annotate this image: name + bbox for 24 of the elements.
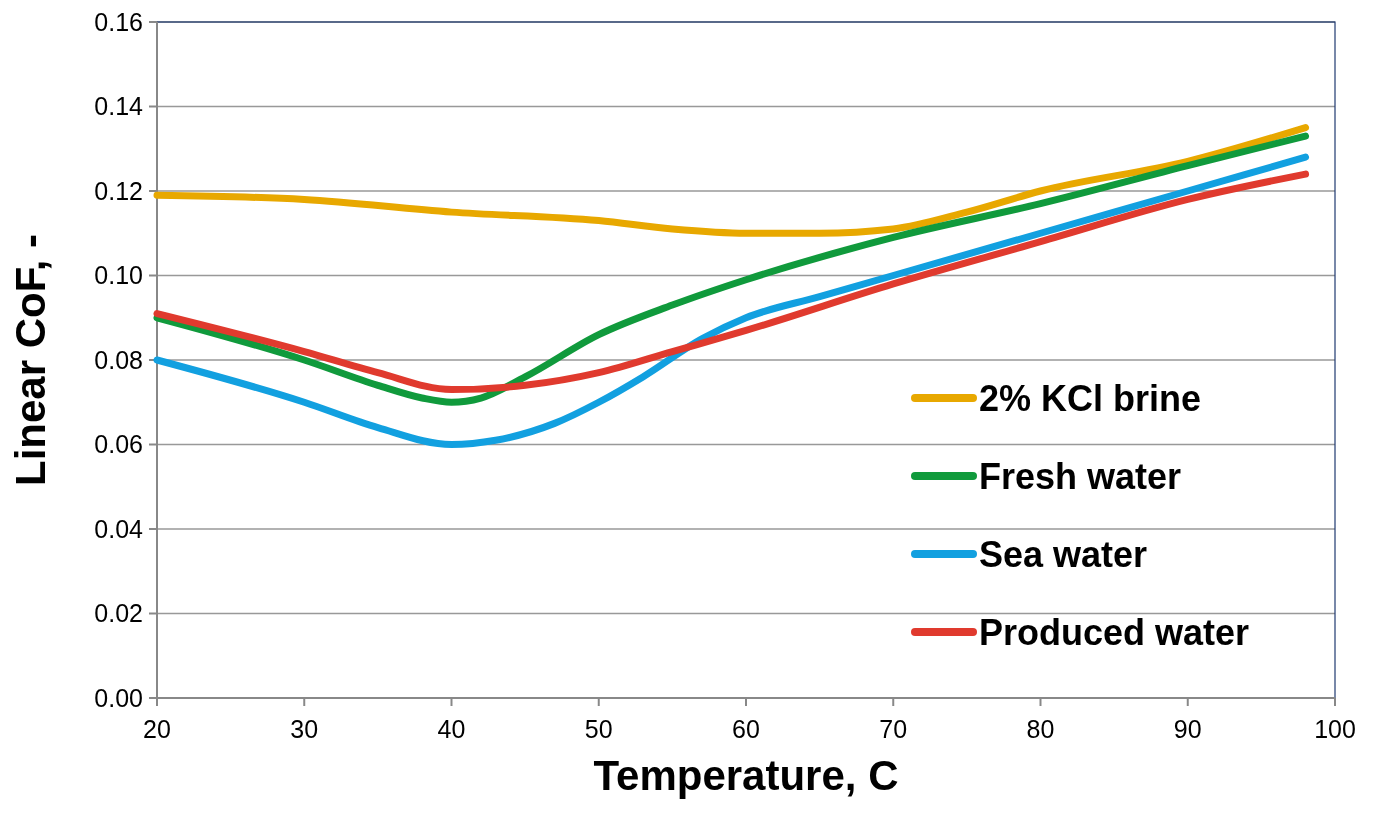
x-tick-label: 90 (1173, 715, 1202, 743)
x-tick-label: 60 (732, 715, 760, 743)
x-tick-label: 100 (1314, 715, 1356, 743)
y-tick-label: 0.02 (94, 599, 143, 628)
y-tick-label: 0.08 (94, 345, 143, 374)
legend-label: 2% KCl brine (979, 377, 1202, 419)
x-tick-label: 50 (584, 715, 613, 743)
y-tick-label: 0.06 (94, 430, 143, 459)
legend-label: Sea water (979, 533, 1148, 575)
y-tick-label: 0.10 (94, 261, 143, 290)
y-tick-label: 0.04 (94, 514, 144, 543)
legend-label: Produced water (979, 611, 1250, 653)
x-tick-label: 80 (1026, 715, 1055, 743)
y-tick-label: 0.14 (94, 92, 144, 121)
legend-label: Fresh water (979, 455, 1182, 497)
x-tick-label: 20 (143, 715, 171, 743)
x-tick-label: 40 (437, 715, 466, 743)
x-tick-label: 30 (290, 715, 319, 743)
x-axis-title: Temperature, C (593, 752, 899, 799)
y-tick-label: 0.00 (94, 683, 143, 712)
y-tick-label: 0.16 (94, 7, 143, 36)
x-tick-label: 70 (879, 715, 908, 743)
y-tick-label: 0.12 (94, 176, 143, 205)
y-axis-title: Linear CoF, - (7, 233, 54, 487)
